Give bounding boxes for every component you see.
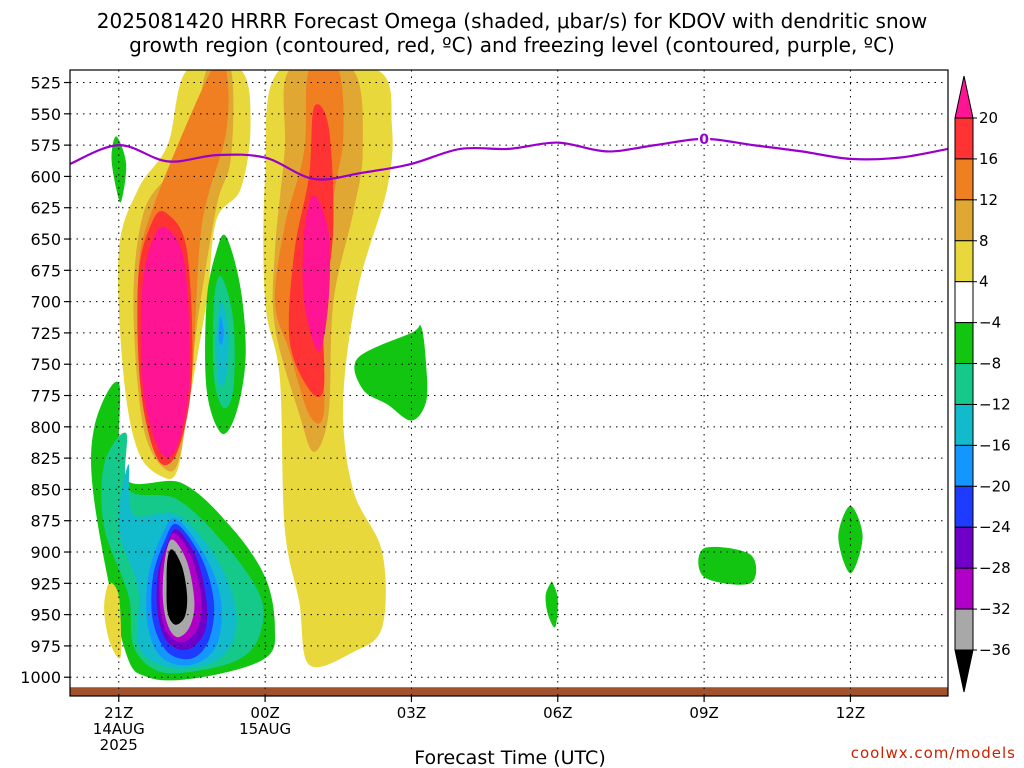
colorbar-bin	[954, 240, 974, 283]
y-tick-label: 625	[30, 199, 61, 218]
y-tick-label: 750	[30, 355, 61, 374]
colorbar-label: −12	[979, 395, 1011, 413]
colorbar-bin	[954, 199, 974, 242]
colorbar-label: −32	[979, 600, 1011, 618]
y-tick-label: 725	[30, 324, 61, 343]
colorbar-label: −8	[979, 355, 1001, 373]
y-tick-label: 775	[30, 387, 61, 406]
terrain-band	[70, 687, 948, 696]
y-tick-label: 800	[30, 418, 61, 437]
colorbar-label: −4	[979, 314, 1001, 332]
colorbar-label: −36	[979, 641, 1011, 659]
colorbar-bin	[954, 363, 974, 405]
omega-region-sinking-low-black	[166, 549, 188, 625]
freezing-level-contour: 0	[70, 130, 948, 181]
x-axis-label: Forecast Time (UTC)	[414, 747, 605, 768]
x-tick-label: 21Z	[104, 704, 133, 722]
pressure-axis: 525 550 575 600 625 650 675 700 725 750 775 800 825 8…	[20, 74, 70, 687]
colorbar-bin	[954, 567, 974, 610]
y-tick-label: 875	[30, 512, 61, 531]
gridlines	[70, 70, 948, 696]
plot-area: 0	[69, 69, 949, 697]
omega-region-green-blob-0900	[698, 546, 757, 585]
colorbar-bin	[954, 158, 974, 201]
colorbar-label: −16	[979, 436, 1011, 454]
omega-region-rising-core-magenta-b	[302, 195, 331, 352]
y-tick-label: 525	[30, 74, 61, 93]
x-tick-label: 06Z	[543, 704, 572, 722]
x-tick-label: 14AUG	[93, 720, 145, 738]
y-tick-label: 1000	[20, 668, 61, 687]
omega-shading	[91, 70, 863, 681]
omega-region-green-blob-0650	[545, 581, 558, 628]
colorbar-bin	[954, 117, 974, 160]
colorbar-top-arrow	[954, 75, 974, 119]
y-tick-label: 975	[30, 637, 61, 656]
colorbar-label: −24	[979, 518, 1011, 536]
omega-region-green-blob-mid	[354, 324, 428, 421]
colorbar-label: 16	[979, 150, 998, 168]
y-tick-label: 825	[30, 449, 61, 468]
colorbar-label: 4	[979, 273, 989, 291]
y-tick-label: 650	[30, 230, 61, 249]
y-tick-label: 600	[30, 167, 61, 186]
y-tick-label: 900	[30, 543, 61, 562]
colorbar: 20 16 12 8 4 −4 −8 −12 −16 −20 −24 −28 −32 −36	[954, 75, 1011, 693]
x-tick-label: 00Z	[250, 704, 279, 722]
x-tick-label: 12Z	[836, 704, 865, 722]
chart-title-line-2: growth region (contoured, red, ºC) and f…	[129, 33, 895, 57]
freezing-level-line	[70, 137, 948, 181]
omega-region-yellow-small-sfc	[104, 582, 122, 659]
y-tick-label: 700	[30, 293, 61, 312]
omega-region-rising-core-magenta-a	[140, 226, 190, 458]
x-tick-label: 2025	[100, 736, 138, 754]
y-tick-label: 925	[30, 574, 61, 593]
colorbar-label: −28	[979, 559, 1011, 577]
y-tick-label: 550	[30, 105, 61, 124]
colorbar-bin	[954, 608, 974, 651]
omega-region-green-small-top	[111, 136, 127, 203]
plot-frame	[69, 69, 949, 697]
site-credit: coolwx.com/models	[851, 744, 1016, 762]
colorbar-label: −20	[979, 477, 1011, 495]
omega-region-sinking-mid-cyan	[216, 301, 229, 387]
chart-title-line-1: 2025081420 HRRR Forecast Omega (shaded, …	[97, 9, 927, 33]
y-tick-label: 575	[30, 136, 61, 155]
colorbar-bin	[954, 485, 974, 528]
colorbar-bin	[954, 526, 974, 569]
colorbar-label: 12	[979, 191, 998, 209]
y-tick-label: 675	[30, 261, 61, 280]
colorbar-label: 8	[979, 232, 989, 250]
x-tick-label: 09Z	[689, 704, 718, 722]
colorbar-bin	[954, 403, 974, 446]
colorbar-label: 20	[979, 109, 998, 127]
colorbar-bin	[954, 322, 974, 365]
y-tick-label: 850	[30, 480, 61, 499]
freezing-level-label: 0	[699, 132, 709, 148]
freezing-label-bg	[698, 130, 711, 145]
terrain-fill	[70, 687, 948, 696]
colorbar-bin	[954, 281, 974, 324]
y-tick-label: 950	[30, 606, 61, 625]
x-tick-label: 03Z	[397, 704, 426, 722]
omega-region-sinking-mid-blue	[218, 316, 224, 345]
colorbar-bin	[954, 444, 974, 487]
x-tick-label: 15AUG	[239, 720, 291, 738]
colorbar-bottom-arrow	[954, 649, 974, 693]
